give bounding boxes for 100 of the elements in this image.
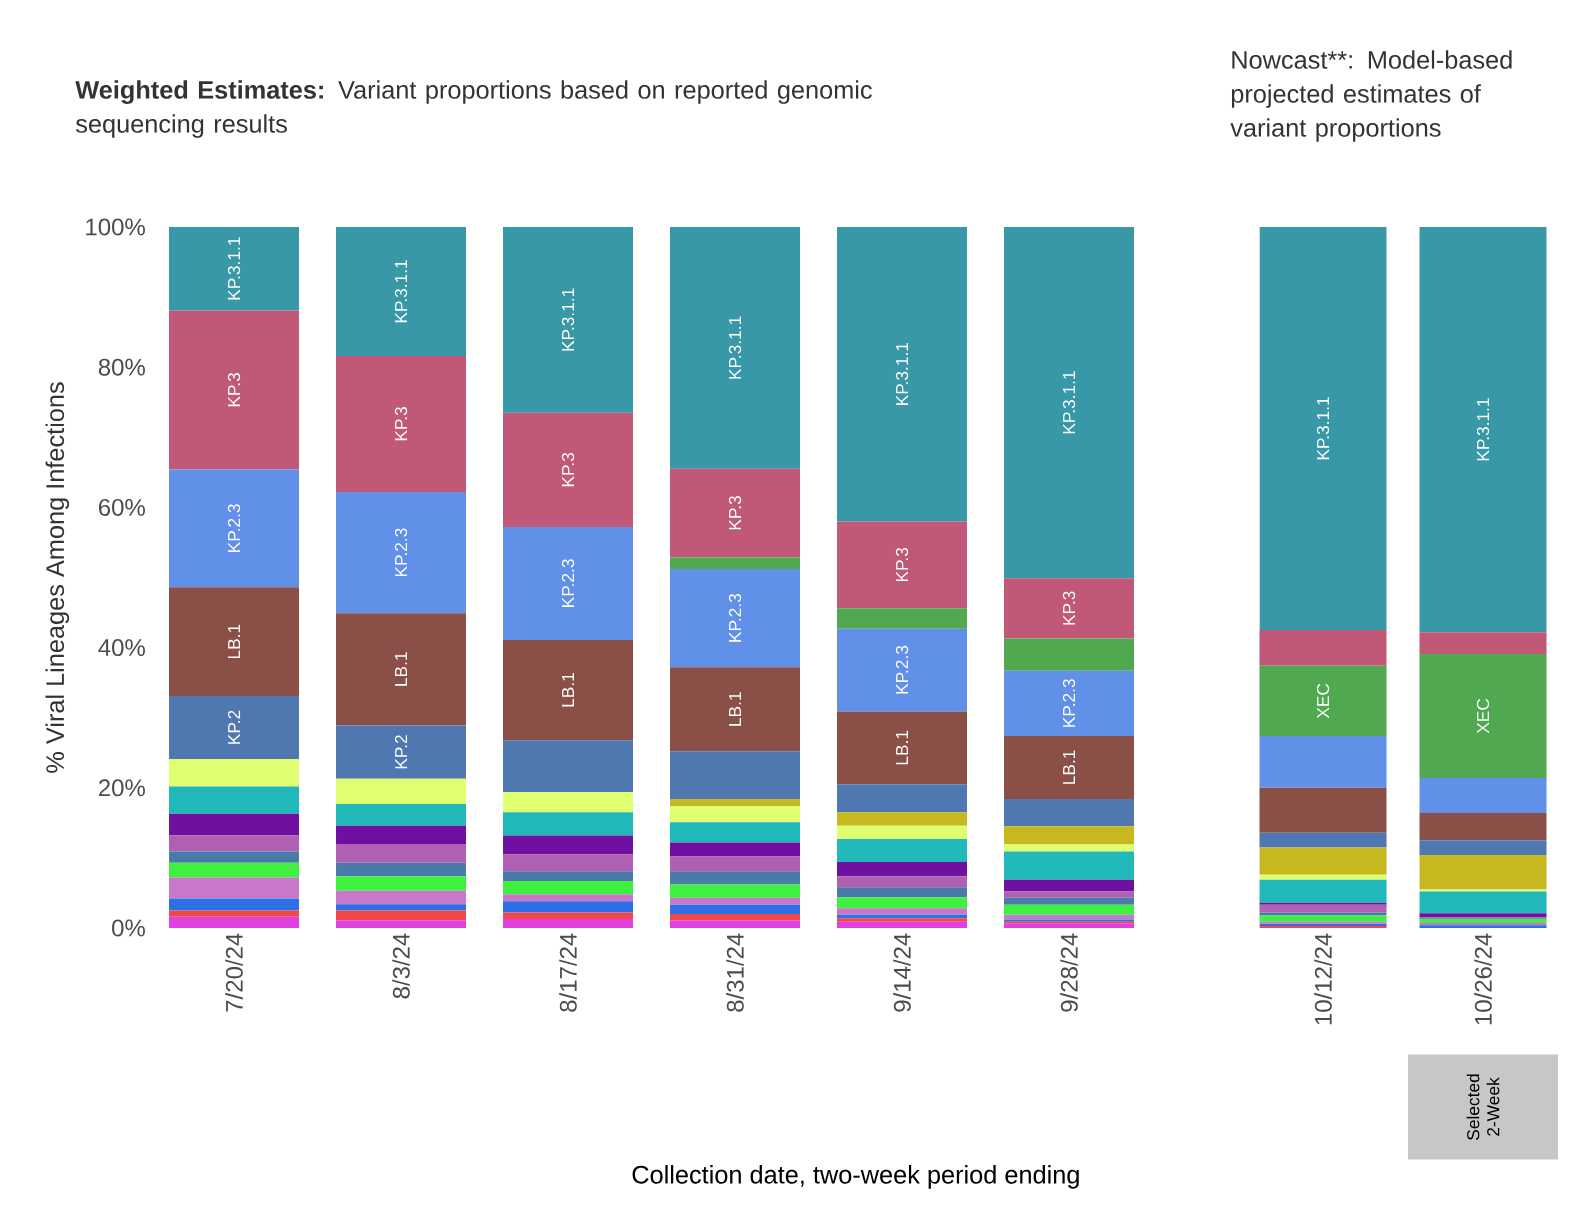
bar bbox=[336, 910, 467, 921]
text: KP.2.3 bbox=[895, 645, 909, 694]
x-tick-label: 8/3/24 bbox=[392, 933, 410, 999]
bar bbox=[336, 862, 467, 877]
bar bbox=[169, 862, 300, 878]
bar bbox=[670, 920, 801, 928]
bar bbox=[1004, 904, 1135, 915]
bar bbox=[670, 468, 801, 558]
bar bbox=[1259, 630, 1387, 666]
series-label: LB.1 bbox=[1063, 750, 1075, 784]
series-label: KP.3.1.1 bbox=[1316, 397, 1330, 460]
bar bbox=[837, 812, 968, 826]
bar bbox=[1004, 914, 1135, 920]
bar bbox=[837, 862, 968, 877]
bar bbox=[670, 913, 801, 921]
bar bbox=[670, 897, 801, 905]
text: KP.3.1.1 bbox=[561, 288, 575, 351]
bar bbox=[670, 904, 801, 914]
bar bbox=[1419, 777, 1547, 814]
bar bbox=[1259, 847, 1387, 875]
y-tick-label: 40% bbox=[98, 639, 145, 657]
text: KP.3.1.1 bbox=[394, 260, 408, 323]
text: LB.1 bbox=[562, 673, 574, 707]
text: KP.3 bbox=[895, 547, 909, 582]
bar bbox=[670, 856, 801, 872]
x-tick-label: 8/31/24 bbox=[726, 933, 744, 1012]
bar bbox=[169, 786, 300, 814]
bar bbox=[1259, 735, 1387, 788]
bar bbox=[1259, 902, 1387, 905]
text: LB.1 bbox=[729, 692, 741, 726]
bar bbox=[169, 310, 300, 470]
bar bbox=[837, 711, 968, 785]
bar bbox=[503, 918, 634, 928]
bar bbox=[1004, 844, 1135, 852]
text: KP.2.3 bbox=[561, 559, 575, 607]
text: KP.2 bbox=[227, 710, 241, 744]
bar bbox=[1419, 632, 1547, 654]
x-tick-label: 9/14/24 bbox=[893, 933, 911, 1012]
bar bbox=[503, 901, 634, 913]
bar bbox=[1004, 670, 1135, 736]
bar bbox=[1419, 891, 1547, 914]
y-tick-label: 0% bbox=[112, 919, 145, 937]
bar bbox=[169, 835, 300, 852]
bar bbox=[169, 910, 300, 917]
bar bbox=[336, 803, 467, 826]
bar bbox=[670, 557, 801, 570]
bar bbox=[670, 799, 801, 807]
text: KP.3 bbox=[561, 452, 575, 487]
bar bbox=[1259, 787, 1387, 833]
bar bbox=[336, 725, 467, 779]
text: KP.2.3 bbox=[728, 593, 742, 642]
bar bbox=[837, 628, 968, 712]
bar bbox=[1419, 653, 1547, 778]
bar bbox=[503, 912, 634, 919]
bar bbox=[670, 884, 801, 898]
bar bbox=[837, 825, 968, 839]
bar bbox=[503, 894, 634, 902]
x-axis-title: Collection date, two-week period ending bbox=[632, 1165, 1079, 1189]
bar bbox=[336, 843, 467, 863]
bar bbox=[837, 226, 968, 522]
bar bbox=[837, 908, 968, 915]
y-tick-label: 80% bbox=[98, 358, 145, 376]
bar bbox=[1004, 851, 1135, 880]
text: KP.3.1.1 bbox=[1062, 371, 1076, 434]
text: KP.3.1.1 bbox=[895, 342, 909, 405]
bar bbox=[1259, 874, 1387, 880]
bar bbox=[169, 695, 300, 760]
y-tick-label: 20% bbox=[98, 779, 145, 797]
bar bbox=[169, 587, 300, 696]
bar bbox=[503, 812, 634, 836]
bar bbox=[670, 871, 801, 885]
bar bbox=[1004, 638, 1135, 671]
bar bbox=[1004, 826, 1135, 845]
bar bbox=[1419, 913, 1547, 918]
x-tick-label: 10/12/24 bbox=[1314, 933, 1332, 1025]
text: KP.3 bbox=[728, 496, 742, 530]
bar bbox=[1004, 799, 1135, 827]
y-tick-label: 60% bbox=[98, 498, 145, 516]
bar bbox=[837, 897, 968, 909]
bar bbox=[1004, 735, 1135, 800]
bar bbox=[169, 916, 300, 928]
bar bbox=[837, 838, 968, 863]
bar bbox=[169, 877, 300, 899]
x-tick-label: 9/28/24 bbox=[1060, 933, 1078, 1012]
bar bbox=[837, 921, 968, 928]
bar bbox=[503, 835, 634, 855]
bar bbox=[169, 759, 300, 787]
bar bbox=[670, 751, 801, 800]
bar bbox=[670, 226, 801, 469]
bar bbox=[1004, 891, 1135, 898]
bar bbox=[169, 469, 300, 588]
bar bbox=[1004, 578, 1135, 639]
bar bbox=[336, 491, 467, 614]
bar bbox=[1004, 923, 1135, 928]
bar bbox=[1419, 918, 1547, 924]
bar bbox=[1419, 840, 1547, 856]
bar bbox=[503, 854, 634, 872]
bar bbox=[1259, 915, 1387, 922]
bar bbox=[1419, 855, 1547, 890]
text: KP.3 bbox=[227, 373, 241, 407]
